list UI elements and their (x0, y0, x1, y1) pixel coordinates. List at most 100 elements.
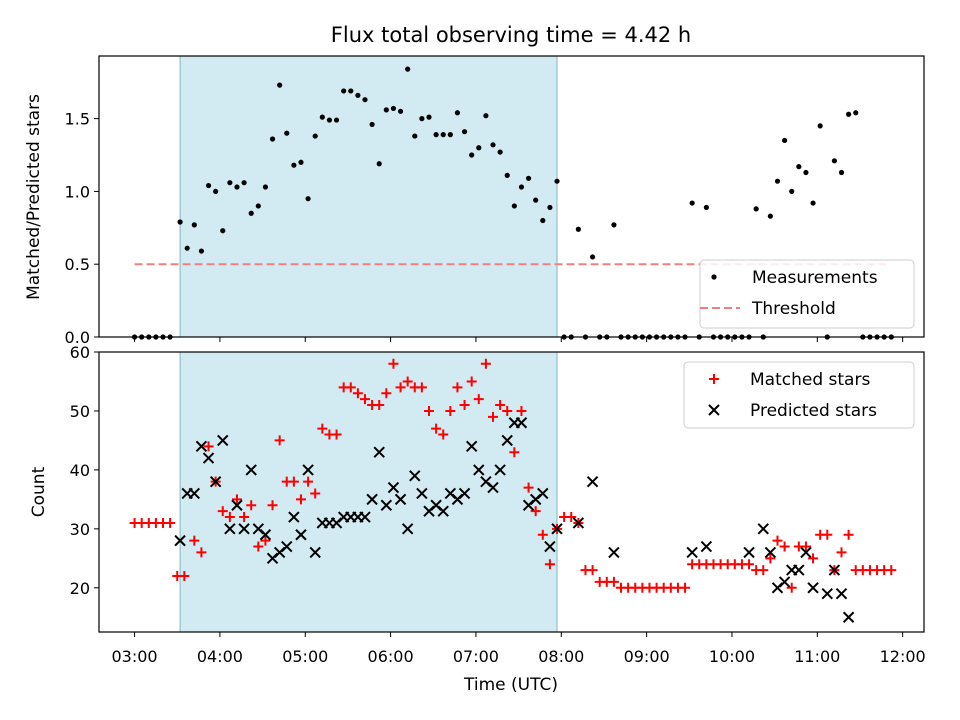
measurements-point (298, 159, 304, 165)
predicted-stars-point (302, 464, 314, 476)
top-axes-frame (98, 55, 925, 338)
measurements-point (305, 196, 311, 202)
predicted-stars-point (835, 587, 848, 600)
measurements-point (333, 117, 340, 123)
bottom-shaded-region (180, 352, 558, 632)
matched-stars-point (473, 394, 484, 405)
measurements-point (284, 130, 290, 136)
measurements-point (782, 137, 788, 144)
matched-stars-point (516, 405, 527, 416)
predicted-stars-point (501, 434, 513, 447)
measurements-point (846, 111, 852, 117)
x-tick-label: 08:00 (538, 647, 584, 666)
matched-stars-point (587, 565, 598, 576)
matched-stars-point (274, 435, 285, 446)
measurements-point (255, 203, 261, 209)
measurements-point (184, 245, 190, 251)
x-tick-label: 09:00 (624, 647, 670, 666)
predicted-stars-point (807, 582, 819, 594)
predicted-stars-point (281, 540, 293, 553)
top-y-axis-label: Matched/Predicted stars (24, 94, 44, 300)
matched-stars-point (267, 500, 278, 511)
measurements-point (355, 92, 361, 98)
measurements-point (796, 164, 802, 170)
matched-stars-point (836, 547, 847, 558)
measurements-point (483, 113, 489, 119)
bottom-y-tick-label: 30 (70, 520, 90, 539)
matched-stars-point (402, 376, 413, 387)
predicted-stars-point (238, 523, 250, 535)
predicted-stars-point (373, 446, 385, 458)
measurements-point (433, 132, 439, 138)
matched-stars-point (260, 535, 271, 546)
predicted-stars-point (224, 523, 236, 535)
predicted-stars-point (174, 534, 186, 547)
measurements-point (369, 121, 375, 128)
predicted-stars-point (202, 452, 215, 464)
matched-stars-point (345, 382, 356, 393)
predicted-stars-point (416, 487, 428, 500)
measurements-point (554, 178, 560, 184)
predicted-stars-point (487, 481, 499, 494)
predicted-stars-point (217, 434, 229, 447)
measurements-point (362, 97, 368, 103)
measurements-point (476, 145, 482, 151)
measurements-point (810, 200, 816, 206)
predicted-stars-point (494, 464, 506, 476)
predicted-stars-point (259, 529, 272, 541)
x-tick-label: 11:00 (794, 647, 840, 666)
measurements-point (227, 180, 233, 186)
predicted-stars-point (743, 546, 755, 559)
predicted-stars-point (473, 464, 485, 476)
top-legend-marker (711, 274, 717, 280)
matched-stars-point (239, 512, 250, 523)
predicted-stars-point (757, 523, 769, 535)
predicted-stars-point (209, 475, 222, 488)
predicted-stars-point (793, 564, 805, 576)
measurements-point (348, 88, 354, 94)
matched-stars-point (246, 500, 257, 511)
measurements-point (611, 222, 617, 228)
matched-stars-point (480, 358, 491, 369)
measurements-point (312, 133, 318, 139)
matched-stars-point (381, 388, 392, 399)
measurements-point (838, 169, 845, 176)
matched-stars-point (822, 529, 833, 540)
measurements-point (326, 117, 333, 123)
measurements-point (447, 132, 453, 138)
matched-stars-point (203, 441, 214, 452)
measurements-point (689, 200, 695, 206)
matched-stars-point (331, 429, 342, 440)
measurements-point (511, 203, 517, 209)
matched-stars-point (231, 494, 242, 505)
top-legend-box (699, 259, 915, 329)
measurements-point (383, 107, 389, 113)
measurements-point (461, 129, 468, 135)
measurements-point (191, 222, 197, 228)
measurements-point (269, 136, 276, 142)
measurements-point (454, 110, 461, 116)
measurements-point (376, 161, 382, 167)
matched-stars-point (253, 541, 264, 552)
top-legend-label: Threshold (751, 299, 836, 319)
matched-stars-point (537, 529, 548, 540)
x-axis-label: Time (UTC) (463, 675, 558, 695)
bottom-axes-frame (98, 351, 925, 633)
bottom-legend-label: Predicted stars (750, 401, 877, 421)
bottom-y-axis-label: Count (29, 466, 49, 517)
matched-stars-point (388, 358, 399, 369)
measurements-point (213, 188, 219, 195)
top-y-tick-label: 0.0 (65, 328, 90, 347)
matched-stars-point (359, 394, 370, 405)
measurements-point (440, 132, 446, 138)
measurements-point (241, 180, 247, 186)
matched-stars-point (459, 400, 470, 411)
matched-stars-point (416, 382, 427, 393)
bottom-legend-marker (709, 374, 719, 384)
bottom-legend-marker (708, 404, 720, 416)
predicted-stars-point (465, 440, 478, 453)
predicted-stars-point (231, 499, 243, 511)
matched-stars-point (196, 547, 207, 558)
measurements-point (177, 219, 183, 225)
